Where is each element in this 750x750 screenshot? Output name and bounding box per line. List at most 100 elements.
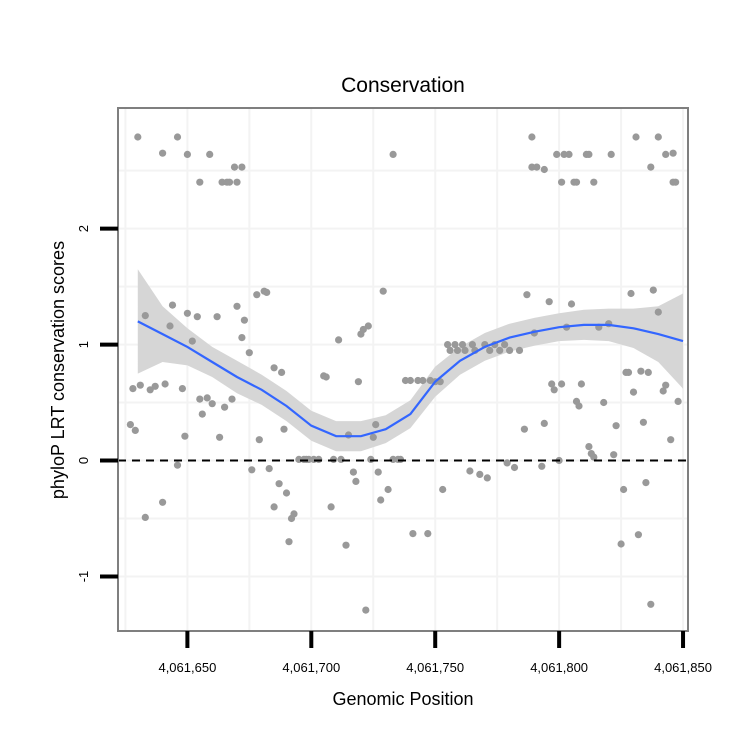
data-point xyxy=(377,496,385,504)
data-point xyxy=(538,462,546,470)
data-point xyxy=(565,150,573,158)
data-point xyxy=(647,163,655,171)
data-point xyxy=(453,346,462,354)
data-point xyxy=(617,540,625,548)
data-point xyxy=(632,133,640,141)
data-point xyxy=(384,485,392,494)
data-point xyxy=(136,381,144,389)
points-layer xyxy=(126,133,682,614)
y-axis-label: phyloP LRT conservation scores xyxy=(48,241,68,499)
data-point xyxy=(396,455,405,463)
data-point xyxy=(275,480,283,488)
data-point xyxy=(503,459,511,467)
data-point xyxy=(476,470,484,478)
data-point xyxy=(548,380,556,388)
data-point xyxy=(245,349,253,357)
data-point xyxy=(230,163,239,171)
data-point xyxy=(141,513,149,522)
data-point xyxy=(419,376,427,385)
data-point xyxy=(637,367,645,375)
data-point xyxy=(364,322,372,330)
data-point xyxy=(483,474,491,482)
data-point xyxy=(354,378,362,386)
data-point xyxy=(129,385,137,393)
data-point xyxy=(253,291,261,299)
data-point xyxy=(203,394,211,402)
data-point xyxy=(642,479,650,487)
data-point xyxy=(389,150,397,158)
data-point xyxy=(238,163,246,171)
data-point xyxy=(196,395,204,403)
data-point xyxy=(161,380,169,388)
data-point xyxy=(344,431,353,439)
data-point xyxy=(213,313,221,321)
data-point xyxy=(198,410,206,418)
data-point xyxy=(654,308,662,316)
data-point xyxy=(265,465,273,473)
data-point xyxy=(168,301,177,309)
data-point xyxy=(662,381,670,389)
data-point xyxy=(166,322,174,330)
data-point xyxy=(372,421,380,429)
data-point xyxy=(352,477,360,485)
data-point xyxy=(349,468,357,476)
data-point xyxy=(181,432,189,440)
data-point xyxy=(659,387,667,395)
data-point xyxy=(159,498,167,506)
data-point xyxy=(634,531,643,539)
confidence-ribbon xyxy=(137,269,684,452)
data-point xyxy=(444,341,452,349)
data-point xyxy=(282,489,291,497)
data-point xyxy=(183,150,191,158)
data-point xyxy=(270,503,278,511)
data-point xyxy=(327,503,335,511)
x-tick-label: 4,061,800 xyxy=(530,660,588,675)
data-point xyxy=(461,346,469,354)
data-point xyxy=(424,530,432,538)
data-point xyxy=(654,133,662,141)
data-point xyxy=(515,346,524,354)
data-point xyxy=(134,133,142,141)
y-tick-label: 2 xyxy=(76,225,91,232)
data-point xyxy=(506,346,514,354)
data-point xyxy=(290,510,298,518)
confidence-ribbon-layer xyxy=(137,269,684,452)
data-point xyxy=(367,455,375,463)
data-point xyxy=(208,400,216,408)
data-point xyxy=(278,368,286,376)
data-point xyxy=(639,418,648,426)
data-point xyxy=(612,422,620,430)
data-point xyxy=(141,312,149,320)
data-point xyxy=(173,461,182,469)
data-point xyxy=(233,178,241,186)
data-point xyxy=(669,149,677,157)
y-axis: -1 0 1 2 xyxy=(76,225,118,582)
data-point xyxy=(486,346,494,354)
data-point xyxy=(342,541,350,549)
data-point xyxy=(233,302,241,310)
data-point xyxy=(620,485,628,494)
data-point xyxy=(238,334,246,342)
data-point xyxy=(146,386,154,394)
data-point xyxy=(644,368,652,376)
data-point xyxy=(178,385,186,393)
grid-layer xyxy=(118,108,688,631)
data-point xyxy=(649,286,657,294)
smooth-line xyxy=(137,320,684,438)
data-point xyxy=(590,453,598,461)
x-axis: 4,061,650 4,061,700 4,061,750 4,061,800 4,06… xyxy=(158,631,712,675)
data-point xyxy=(590,178,598,186)
data-point xyxy=(558,380,566,388)
data-point xyxy=(585,443,593,451)
data-point xyxy=(409,530,417,538)
data-point xyxy=(510,463,519,472)
data-point xyxy=(183,309,191,317)
data-point xyxy=(335,336,343,344)
data-point xyxy=(607,150,615,158)
data-point xyxy=(572,178,581,186)
data-point xyxy=(550,386,558,394)
data-point xyxy=(468,341,476,349)
data-point xyxy=(466,467,474,475)
data-point xyxy=(255,436,263,444)
